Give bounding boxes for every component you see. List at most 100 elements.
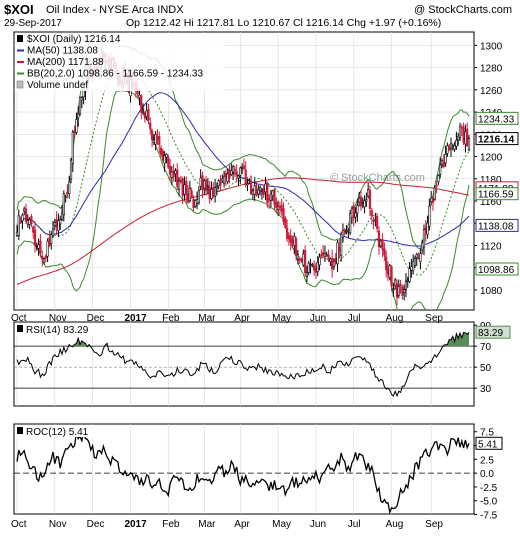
main-x-label: 2017 xyxy=(124,313,147,324)
candle-body xyxy=(388,265,391,278)
candle-body xyxy=(352,205,355,219)
candle-body xyxy=(177,180,181,190)
roc-y-tick-label: -5.0 xyxy=(480,497,498,508)
candle-body xyxy=(152,139,155,143)
candle-body xyxy=(275,202,278,208)
candle-body xyxy=(442,162,445,167)
candle-body xyxy=(422,229,426,248)
legend-ma200: MA(200) 1171.88 xyxy=(27,57,104,68)
candle-body xyxy=(71,131,74,164)
candle-body xyxy=(421,242,424,251)
candle-body xyxy=(433,187,436,200)
main-x-label: Jul xyxy=(348,313,361,324)
candle-body xyxy=(286,227,289,239)
roc-x-label: Jul xyxy=(348,519,361,530)
candle-body xyxy=(46,240,49,257)
candle-body xyxy=(183,184,186,195)
candle-body xyxy=(37,244,40,249)
candle-body xyxy=(343,229,346,234)
candle-body xyxy=(57,220,60,231)
y-tick-label: 1080 xyxy=(480,286,503,297)
chart-name: Oil Index - NYSE Arca INDX xyxy=(46,4,184,16)
candle-body xyxy=(150,130,154,140)
roc-x-label: 2017 xyxy=(124,519,147,530)
candle-body xyxy=(228,169,231,179)
candle-body xyxy=(158,135,161,145)
candle-body xyxy=(363,200,366,208)
candle-body xyxy=(268,198,271,201)
candle-body xyxy=(381,240,384,250)
candle-body xyxy=(314,266,318,273)
candle-body xyxy=(451,145,454,148)
chart-date: 29-Sep-2017 xyxy=(4,18,62,29)
candle-body xyxy=(404,281,408,290)
candle-body xyxy=(365,199,368,202)
candle-body xyxy=(231,166,235,173)
main-x-label: Aug xyxy=(386,313,404,324)
candle-body xyxy=(185,180,188,196)
y-tick-label: 1260 xyxy=(480,86,503,97)
candle-body xyxy=(439,164,442,175)
candle-body xyxy=(66,192,69,194)
y-tick-label: 1160 xyxy=(480,197,502,208)
roc-y-tick-label: 2.5 xyxy=(480,455,494,466)
candle-body xyxy=(334,257,337,264)
candle-body xyxy=(226,173,229,182)
candle-body xyxy=(395,283,399,298)
candle-body xyxy=(75,119,78,133)
candle-body xyxy=(213,187,217,197)
candle-body xyxy=(39,240,42,253)
candle-body xyxy=(278,205,282,208)
candle-body xyxy=(323,253,327,257)
chart-symbol: $XOI xyxy=(4,2,34,17)
candle-body xyxy=(332,261,336,268)
panel-frame-2 xyxy=(13,423,475,515)
candle-body xyxy=(42,258,46,264)
candle-body xyxy=(372,219,375,222)
legend-volume: Volume undef xyxy=(27,80,88,91)
candle-body xyxy=(464,131,467,145)
candle-body xyxy=(149,122,152,130)
candle-body xyxy=(145,110,148,117)
value-tag-box xyxy=(475,187,519,201)
candle-body xyxy=(350,208,354,219)
candle-body xyxy=(257,189,260,195)
candle-body xyxy=(455,139,458,147)
legend-bollinger: BB(20,2.0) 1098.86 - 1166.59 - 1234.33 xyxy=(27,69,203,80)
rsi-y-tick-label: 70 xyxy=(480,342,492,353)
y-tick-label: 1200 xyxy=(480,153,503,164)
candle-body xyxy=(140,95,143,113)
roc-x-label: Dec xyxy=(87,519,105,530)
candle-body xyxy=(208,186,211,200)
candle-body xyxy=(466,128,469,147)
rsi-y-tick-label: 50 xyxy=(480,363,492,374)
candle-body xyxy=(188,187,191,201)
candle-body xyxy=(440,160,444,165)
candle-body xyxy=(349,213,352,234)
roc-x-label: Sep xyxy=(425,519,443,530)
main-x-label: Sep xyxy=(425,313,443,324)
candle-body xyxy=(194,200,197,207)
candle-body xyxy=(462,127,465,143)
candle-body xyxy=(358,198,361,203)
rsi-legend-backdrop xyxy=(15,323,93,335)
candle-body xyxy=(28,219,31,225)
candle-body xyxy=(190,190,193,197)
rsi-line xyxy=(16,331,470,398)
candle-body xyxy=(460,126,463,129)
value-tag-label: 1166.59 xyxy=(478,190,514,201)
value-tag-box xyxy=(475,262,519,276)
candle-body xyxy=(340,233,343,256)
candle-body xyxy=(181,178,184,197)
y-tick-label: 1300 xyxy=(480,41,503,52)
candle-body xyxy=(156,136,159,140)
candle-body xyxy=(246,183,249,186)
candle-body xyxy=(307,263,310,273)
candle-body xyxy=(415,254,418,258)
candle-body xyxy=(309,264,312,267)
roc-y-tick-label: -7.5 xyxy=(480,511,498,522)
candle-body xyxy=(336,242,339,265)
candle-body xyxy=(237,175,240,179)
candle-body xyxy=(50,234,53,244)
